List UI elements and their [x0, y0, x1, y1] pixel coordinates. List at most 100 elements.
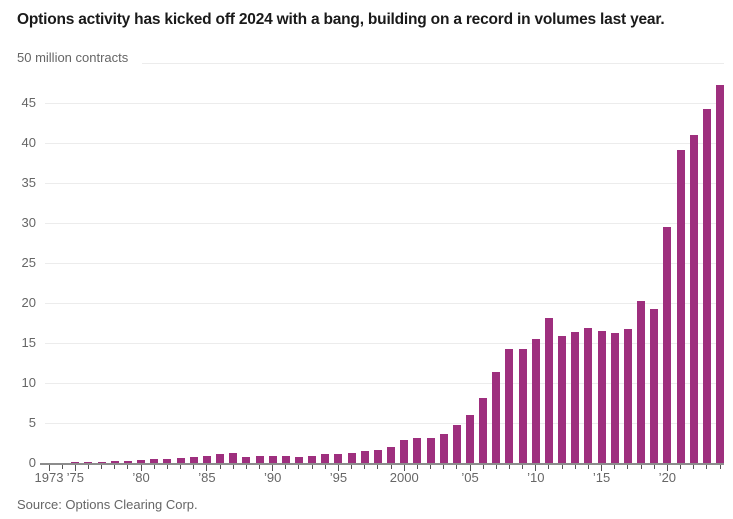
bar-2003	[439, 434, 448, 463]
bar-2001	[413, 438, 422, 463]
bar-2017	[623, 329, 632, 463]
x-axis-line	[40, 463, 724, 465]
x-axis-tick-2016	[614, 465, 616, 469]
y-axis-label-40: 40	[21, 135, 36, 150]
bar-2011	[544, 318, 553, 463]
bars-group	[45, 63, 724, 463]
bar-1984	[189, 456, 198, 463]
gridline-20	[45, 303, 724, 304]
bar-2005	[466, 415, 474, 463]
gridline-45	[45, 103, 724, 104]
bar-1985	[202, 455, 211, 463]
y-axis-label-0: 0	[28, 455, 36, 470]
bar-1983	[176, 458, 185, 463]
x-axis-tick-1981	[153, 465, 155, 469]
x-axis-tick-1979	[127, 465, 129, 469]
x-axis-tick-1992	[298, 465, 300, 469]
bar-1982	[163, 458, 172, 463]
source-note: Source: Options Clearing Corp.	[17, 497, 198, 512]
y-axis-unit-label: 50 million contracts	[17, 50, 143, 67]
bar-1990	[268, 456, 277, 463]
x-axis-tick-1987	[232, 465, 234, 469]
x-axis-label-1973: 1973	[34, 470, 64, 485]
x-axis-tick-2015	[601, 465, 603, 471]
bar-1979	[123, 461, 132, 463]
bar-2007	[492, 371, 501, 463]
bar-1986	[216, 454, 225, 463]
bar-1981	[150, 459, 159, 463]
x-axis-tick-1993	[311, 465, 313, 469]
x-axis-tick-1994	[324, 465, 326, 469]
x-axis-tick-2007	[495, 465, 497, 469]
bar-1987	[229, 453, 238, 463]
bar-2015	[597, 331, 606, 463]
x-axis-tick-2010	[535, 465, 537, 471]
x-axis-tick-1995	[337, 465, 339, 471]
x-axis-label-2010: ’10	[527, 470, 545, 485]
bar-2002	[426, 438, 435, 463]
bar-1994	[321, 454, 330, 463]
x-axis-tick-2001	[416, 465, 418, 469]
x-axis-tick-2019	[653, 465, 655, 469]
x-axis-tick-2017	[627, 465, 629, 469]
x-axis-tick-2014	[587, 465, 589, 469]
chart-title: Options activity has kicked off 2024 wit…	[17, 11, 665, 28]
y-axis-label-10: 10	[21, 375, 36, 390]
x-axis-tick-2023	[706, 465, 708, 469]
x-axis-tick-1980	[140, 465, 142, 471]
x-axis-tick-1983	[180, 465, 182, 469]
bar-2013	[571, 331, 580, 463]
x-axis-label-1980: ’80	[132, 470, 150, 485]
bar-2024	[715, 84, 724, 463]
gridline-50	[45, 63, 724, 64]
x-axis-label-2005: ’05	[461, 470, 479, 485]
x-axis-tick-2002	[430, 465, 432, 469]
bar-2010	[531, 339, 540, 463]
x-axis-tick-2011	[548, 465, 550, 469]
bar-2018	[637, 301, 646, 463]
x-axis-tick-2022	[693, 465, 695, 469]
bar-1976	[84, 461, 93, 463]
y-axis-label-15: 15	[21, 335, 36, 350]
x-axis-tick-1988	[245, 465, 247, 469]
gridline-5	[45, 423, 724, 424]
bar-1988	[242, 456, 251, 463]
x-axis-label-1990: ’90	[263, 470, 282, 485]
x-axis-tick-2021	[680, 465, 682, 469]
x-axis-tick-1973	[48, 465, 50, 471]
y-axis-label-45: 45	[21, 95, 36, 110]
bar-2023	[702, 109, 711, 463]
x-axis-tick-2024	[719, 465, 721, 469]
x-axis-tick-2000	[403, 465, 405, 471]
bar-1977	[97, 461, 106, 463]
x-axis-tick-1975	[74, 465, 76, 471]
bar-1978	[110, 461, 119, 463]
x-axis-tick-1974	[61, 465, 63, 469]
x-axis-tick-1986	[219, 465, 221, 469]
bar-1980	[137, 459, 146, 463]
bar-2009	[518, 348, 527, 463]
x-axis-tick-2006	[482, 465, 484, 469]
y-axis-label-5: 5	[28, 415, 36, 430]
gridline-10	[45, 383, 724, 384]
bar-2014	[584, 327, 593, 463]
gridline-35	[45, 183, 724, 184]
bar-1995	[334, 453, 343, 463]
x-axis-tick-2018	[640, 465, 642, 469]
x-axis-label-2015: ’15	[592, 470, 611, 485]
x-axis-tick-1989	[259, 465, 260, 469]
x-axis-label-2000: 2000	[389, 470, 419, 485]
x-axis-tick-2004	[456, 465, 458, 469]
x-axis-tick-1990	[272, 465, 274, 471]
x-axis-tick-2008	[508, 465, 510, 469]
bar-2008	[505, 349, 514, 463]
bar-1993	[308, 455, 317, 463]
x-axis-tick-2013	[574, 465, 576, 469]
y-axis-label-20: 20	[21, 295, 36, 310]
y-axis-label-30: 30	[21, 215, 36, 230]
x-axis-label-1995: ’95	[329, 470, 348, 485]
bar-1989	[255, 455, 264, 463]
x-axis-tick-1996	[351, 465, 353, 469]
x-axis-tick-1985	[206, 465, 208, 471]
